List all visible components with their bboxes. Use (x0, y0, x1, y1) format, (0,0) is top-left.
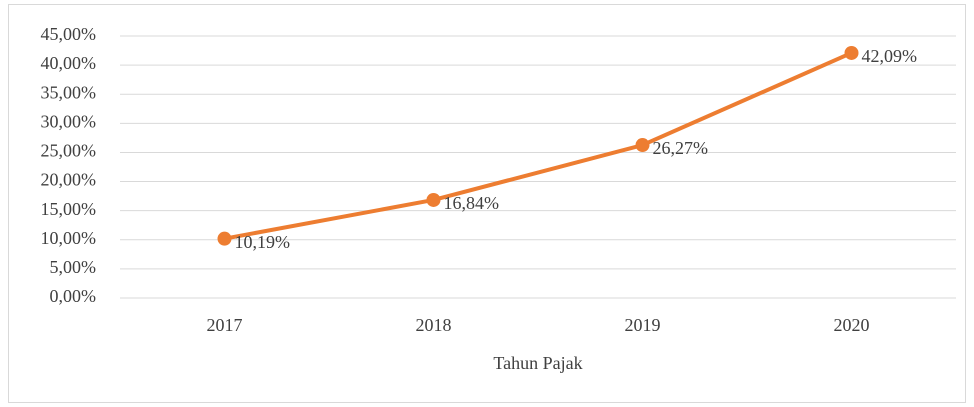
line (224, 51, 853, 241)
x-tick-label: 2018 (416, 315, 452, 335)
x-tick-label: 2017 (207, 315, 243, 335)
y-tick-label: 15,00% (41, 199, 97, 219)
marker (426, 192, 441, 207)
chart-border (8, 4, 966, 403)
y-tick-label: 10,00% (41, 228, 97, 248)
y-tick-label: 45,00% (41, 24, 97, 44)
x-axis-label: Tahun Pajak (493, 353, 582, 373)
y-tick-label: 25,00% (41, 141, 97, 161)
marker (217, 231, 232, 246)
data-label: 10,19% (235, 232, 291, 252)
marker (635, 138, 650, 153)
data-label: 42,09% (862, 46, 918, 66)
y-tick-label: 5,00% (50, 257, 97, 277)
data-label: 26,27% (653, 138, 709, 158)
y-tick-label: 35,00% (41, 82, 97, 102)
y-tick-label: 40,00% (41, 53, 97, 73)
y-tick-label: 0,00% (50, 286, 97, 306)
data-label: 16,84% (444, 193, 500, 213)
marker (844, 45, 859, 60)
y-tick-label: 20,00% (41, 170, 97, 190)
x-tick-label: 2020 (834, 315, 870, 335)
y-tick-label: 30,00% (41, 111, 97, 131)
x-tick-label: 2019 (625, 315, 661, 335)
